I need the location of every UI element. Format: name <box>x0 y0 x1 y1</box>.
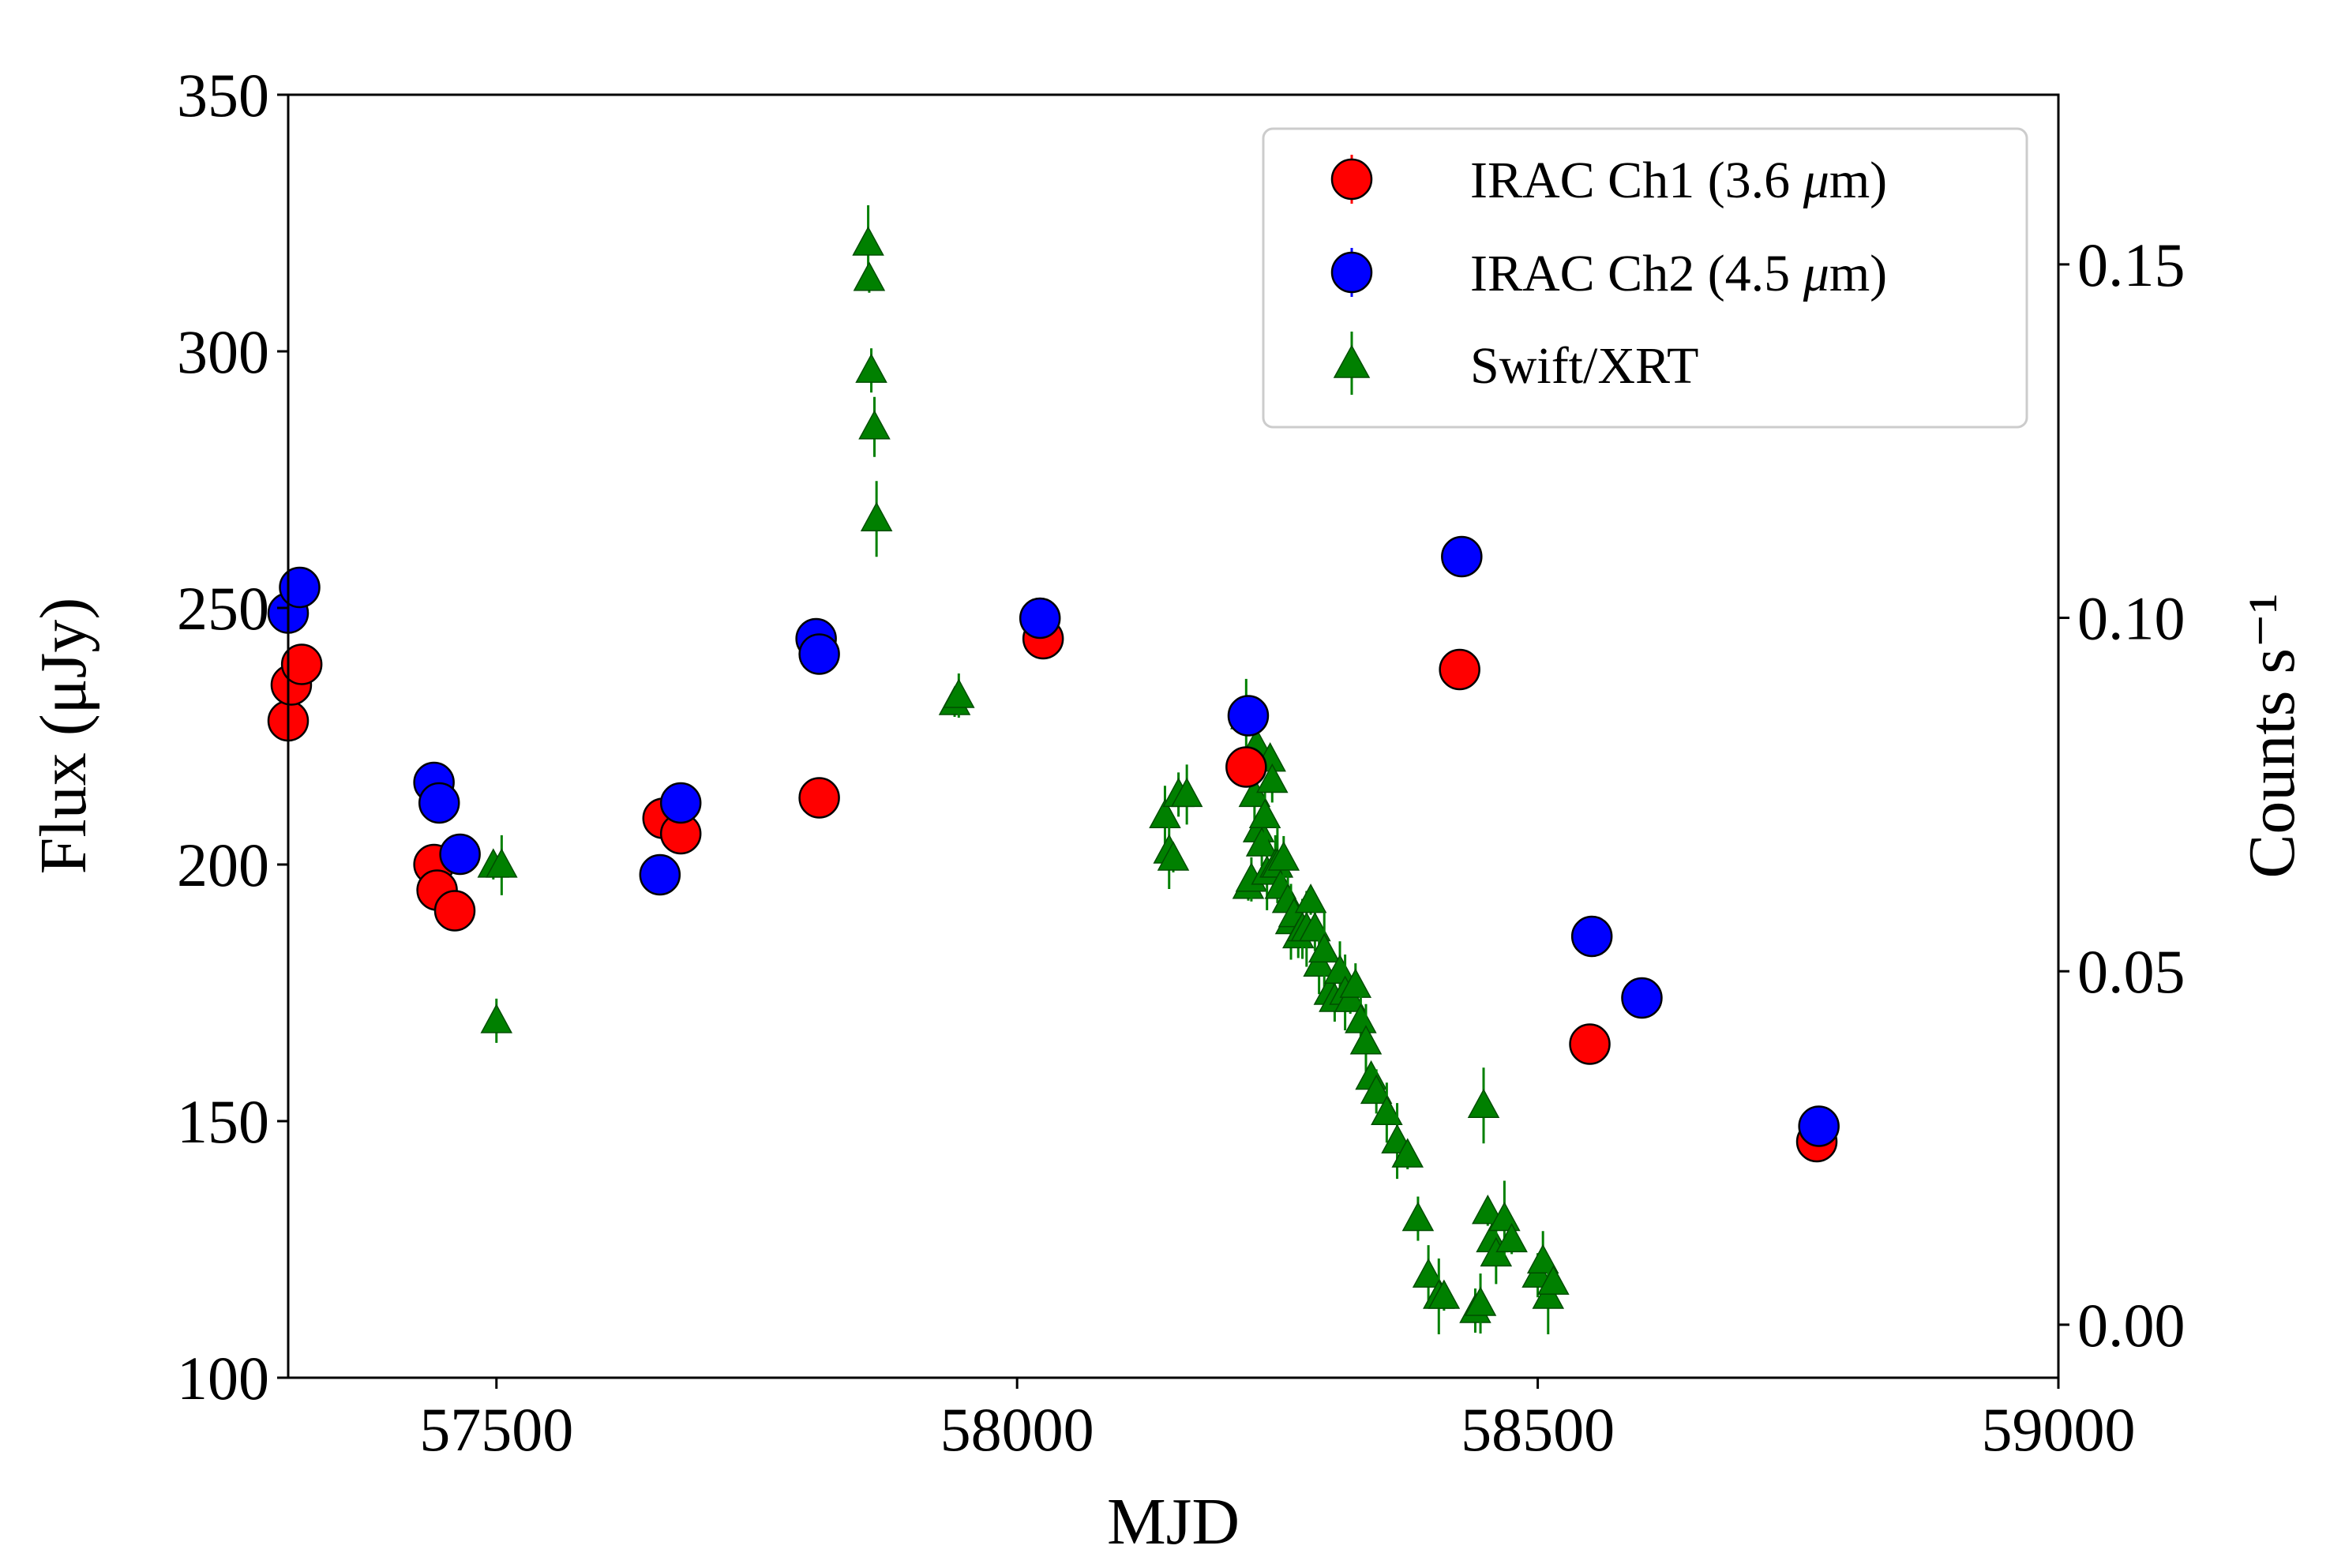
y-tick-label: 350 <box>177 61 269 129</box>
irac-ch2-point <box>439 833 481 876</box>
y2-tick-label: 0.00 <box>2077 1291 2186 1360</box>
irac-ch2-point <box>1227 695 1270 737</box>
irac-ch2-point <box>1798 1105 1840 1147</box>
axes: 57500 58000 58500 59000 100 150 200 250 300 350 0.… <box>177 61 2186 1464</box>
x-axis-title: MJD <box>1107 1485 1240 1559</box>
xrt-point <box>1345 1003 1377 1033</box>
irac-ch2-point <box>418 782 460 824</box>
irac-ch2-point <box>1570 915 1613 958</box>
irac-ch1-point <box>1225 746 1267 788</box>
xrt-point <box>1170 777 1203 808</box>
xrt-point <box>860 501 893 531</box>
legend: IRAC Ch1 (3.6 μm) IRAC Ch2 (4.5 μm) Swif… <box>1262 127 2028 429</box>
xrt-point <box>1371 1095 1403 1126</box>
xrt-point <box>1323 954 1356 984</box>
legend-ch1-label: IRAC Ch1 (3.6 μm) <box>1470 152 1887 209</box>
xrt-point <box>1256 763 1289 793</box>
xrt-point <box>1472 1195 1504 1225</box>
xrt-point <box>1360 1074 1393 1105</box>
xrt-point <box>1391 1138 1424 1168</box>
x-tick-label: 58000 <box>940 1395 1094 1464</box>
y-tick-label: 300 <box>177 317 269 386</box>
xrt-point <box>1294 883 1327 913</box>
data-marks <box>267 205 1840 1335</box>
xrt-point <box>1157 841 1190 871</box>
xrt-point <box>480 1003 513 1033</box>
y2-axis-title: Counts s⁻¹ <box>2235 593 2309 878</box>
y-tick-label: 250 <box>177 574 269 643</box>
irac-ch2-point <box>1621 977 1663 1019</box>
xrt-point <box>858 410 891 440</box>
legend-frame <box>1262 127 2028 429</box>
xrt-point <box>1467 1088 1500 1119</box>
y-axis-title: Flux (μJy) <box>27 598 100 875</box>
xrt-point <box>1349 1025 1383 1055</box>
xrt-point <box>1308 932 1341 963</box>
xrt-point <box>486 848 518 878</box>
xrt-point <box>855 353 887 383</box>
irac-ch1-point <box>1439 648 1480 691</box>
irac-ch2-point <box>1441 535 1483 578</box>
irac-ch2-point <box>798 633 840 675</box>
y-tick-label: 150 <box>177 1087 269 1156</box>
xrt-point <box>1248 798 1281 828</box>
y-tick-label: 200 <box>177 831 269 899</box>
xrt-point <box>1464 1286 1497 1316</box>
xrt-point <box>1412 1258 1445 1288</box>
irac-ch2-point <box>1019 597 1061 640</box>
x-tick-label: 58500 <box>1461 1395 1615 1464</box>
xrt-point <box>1245 827 1278 857</box>
legend-ch2-label: IRAC Ch2 (4.5 μm) <box>1470 245 1887 302</box>
xrt-point <box>1299 911 1331 942</box>
xrt-point <box>1267 841 1300 871</box>
plot-frame <box>287 93 2060 1379</box>
xrt-point <box>1401 1201 1435 1232</box>
legend-ch2-marker <box>1330 251 1373 294</box>
irac-ch2-point <box>639 853 681 896</box>
y-tick-label: 100 <box>177 1344 269 1412</box>
x-tick-label: 59000 <box>1982 1395 2136 1464</box>
x-tick-label: 57500 <box>419 1395 573 1464</box>
irac-ch1-point <box>798 777 840 819</box>
y2-tick-label: 0.10 <box>2077 584 2186 653</box>
legend-xrt-label: Swift/XRT <box>1470 337 1698 395</box>
xrt-point <box>1526 1244 1559 1274</box>
irac-ch2-point <box>659 782 702 824</box>
legend-xrt-marker <box>1333 344 1371 378</box>
legend-ch1-marker <box>1330 158 1373 201</box>
xrt-point <box>1149 798 1181 828</box>
irac-ch1-point <box>1569 1023 1611 1065</box>
irac-ch2-point <box>279 566 321 609</box>
y2-tick-label: 0.15 <box>2077 231 2186 299</box>
irac-ch1-point <box>280 643 323 685</box>
xrt-point <box>853 261 886 291</box>
xrt-point <box>1537 1265 1570 1295</box>
xrt-point <box>943 678 975 708</box>
xrt-point <box>1339 968 1372 998</box>
xrt-point <box>1495 1222 1528 1253</box>
xrt-point <box>852 226 884 256</box>
xrt-point <box>1428 1279 1461 1309</box>
irac-ch1-point <box>433 890 476 932</box>
y2-tick-label: 0.05 <box>2077 937 2186 1006</box>
